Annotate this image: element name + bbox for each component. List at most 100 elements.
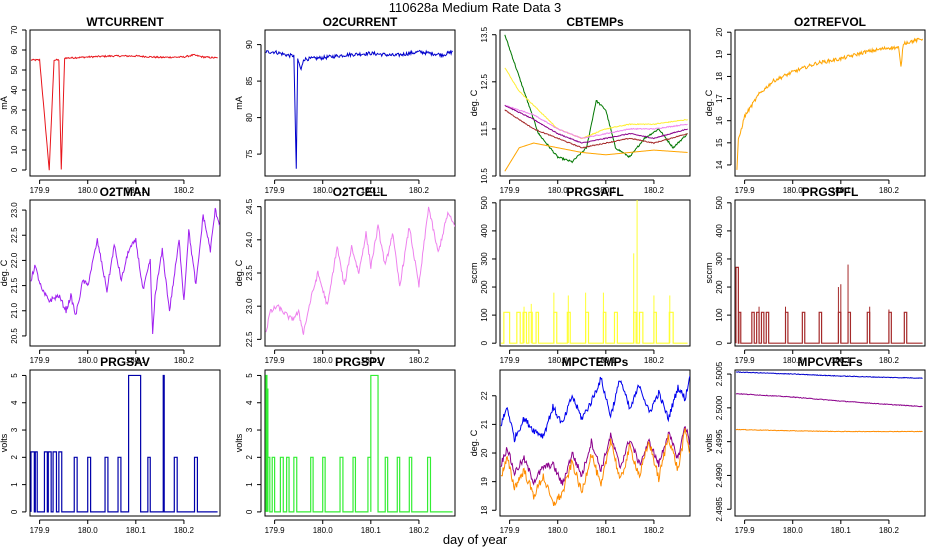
y-tick-label: 12.5 — [480, 73, 489, 89]
series-line-prgsafl — [500, 311, 688, 344]
y-tick-label: 0 — [10, 167, 19, 172]
chart-title: PRGSAV — [100, 355, 150, 369]
y-tick-label: 40 — [10, 85, 19, 94]
y-tick-label: 0 — [10, 509, 19, 514]
y-tick-label: 4 — [10, 400, 19, 405]
chart-title: O2TREFVOL — [794, 15, 866, 29]
x-tick-label: 179.9 — [735, 186, 756, 195]
y-tick-label: 100 — [715, 308, 724, 322]
plot-frame — [499, 199, 691, 347]
y-tick-label: 500 — [715, 196, 724, 210]
plot-frame — [264, 199, 456, 347]
y-axis-label: volts — [0, 433, 9, 452]
plot-area — [265, 49, 453, 169]
x-tick-label: 180.0 — [783, 186, 804, 195]
y-tick-label: 11.5 — [480, 121, 489, 137]
series-line-yellow — [504, 67, 688, 140]
y-tick-label: 24.0 — [245, 231, 254, 247]
y-tick-label: 0 — [245, 509, 254, 514]
y-tick-label: 300 — [715, 252, 724, 266]
plot-area — [736, 37, 924, 170]
chart-title: PRGSAFL — [566, 185, 623, 199]
series-line-green — [504, 34, 688, 164]
chart-prgspv: PRGSPV 179.9 180.0 180.1 180.2 0 1 2 3 4 5 volts — [234, 355, 456, 535]
plot-frame — [29, 199, 221, 347]
chart-prgsav: PRGSAV 179.9 180.0 180.1 180.2 0 1 2 3 4 5 volts — [0, 355, 221, 535]
y-tick-label: 70 — [10, 25, 19, 34]
x-tick-label: 180.0 — [78, 186, 99, 195]
y-tick-label: 21.5 — [10, 277, 19, 293]
x-tick-label: 180.1 — [596, 186, 617, 195]
x-tick-label: 180.2 — [174, 186, 195, 195]
x-tick-label: 180.1 — [126, 526, 147, 535]
chart-title: PRGSPFL — [802, 185, 859, 199]
y-tick-label: 24.5 — [245, 198, 254, 214]
y-tick-label: 2.4985 — [715, 496, 724, 521]
y-tick-label: 20 — [10, 125, 19, 134]
series-line-pink — [504, 104, 688, 139]
chart-title: PRGSPV — [335, 355, 385, 369]
x-tick-label: 179.9 — [30, 356, 51, 365]
chart-title: O2CURRENT — [323, 15, 398, 29]
series-line-o2tman — [30, 207, 220, 335]
chart-title: CBTEMPs — [566, 15, 624, 29]
x-tick-label: 179.9 — [30, 186, 51, 195]
y-tick-label: 10.5 — [480, 168, 489, 184]
y-tick-label: 2 — [245, 455, 254, 460]
x-tick-label: 179.9 — [265, 186, 286, 195]
chart-title: O2TMAN — [100, 185, 151, 199]
y-tick-label: 400 — [715, 224, 724, 238]
y-tick-label: 85 — [245, 76, 254, 85]
plot-area — [500, 200, 688, 344]
y-axis-label: mA — [234, 96, 244, 110]
x-tick-label: 180.2 — [879, 526, 900, 535]
x-tick-label: 180.1 — [126, 186, 147, 195]
chart-wtcurrent: WTCURRENT 179.9 180.0 180.1 180.2 0 10 20 30 40 50… — [0, 15, 221, 195]
x-tick-label: 180.2 — [174, 526, 195, 535]
x-tick-label: 180.0 — [548, 526, 569, 535]
plot-frame — [264, 29, 456, 177]
chart-mpcvrefs: MPCVREFs 179.9 180.0 180.1 180.2 2.4985 2.4990… — [704, 355, 926, 535]
y-tick-label: 20.5 — [10, 328, 19, 344]
y-tick-label: 19 — [480, 477, 489, 486]
y-tick-label: 5 — [10, 373, 19, 378]
x-tick-label: 179.9 — [735, 356, 756, 365]
y-axis-label: deg. C — [469, 429, 479, 456]
y-tick-label: 18 — [715, 71, 724, 80]
y-tick-label: 3 — [245, 427, 254, 432]
plot-area — [30, 207, 220, 335]
y-axis-label: volts — [234, 433, 244, 452]
y-tick-label: 18 — [480, 505, 489, 514]
y-tick-label: 2.4990 — [715, 463, 724, 488]
y-tick-label: 16 — [715, 116, 724, 125]
figure-xlabel: day of year — [443, 532, 508, 547]
y-tick-label: 10 — [10, 145, 19, 154]
chart-o2current: O2CURRENT 179.9 180.0 180.1 180.2 75 80 85 90 mA — [234, 15, 456, 195]
y-tick-label: 60 — [10, 45, 19, 54]
series-line-purple — [735, 393, 923, 408]
plot-area — [735, 264, 923, 344]
x-tick-label: 179.9 — [265, 526, 286, 535]
series-line-purple — [504, 104, 688, 144]
y-axis-label: deg. C — [234, 259, 244, 286]
y-tick-label: 23.0 — [245, 298, 254, 314]
y-tick-label: 0 — [480, 340, 489, 345]
y-axis-label: mA — [0, 96, 9, 110]
y-tick-label: 15 — [715, 138, 724, 147]
y-axis-label: sccm — [469, 263, 479, 284]
plot-frame — [29, 369, 221, 517]
y-tick-label: 14 — [715, 160, 724, 169]
plot-frame — [734, 29, 926, 177]
plot-area — [30, 374, 218, 513]
y-axis-label: volts — [704, 433, 714, 452]
chart-title: O2TCELL — [333, 185, 388, 199]
y-tick-label: 30 — [10, 105, 19, 114]
y-tick-label: 19 — [715, 49, 724, 58]
y-axis-label: deg. C — [469, 89, 479, 116]
y-tick-label: 400 — [480, 224, 489, 238]
x-tick-label: 179.9 — [265, 356, 286, 365]
x-tick-label: 180.2 — [174, 356, 195, 365]
y-tick-label: 500 — [480, 196, 489, 210]
plot-area — [265, 206, 455, 335]
